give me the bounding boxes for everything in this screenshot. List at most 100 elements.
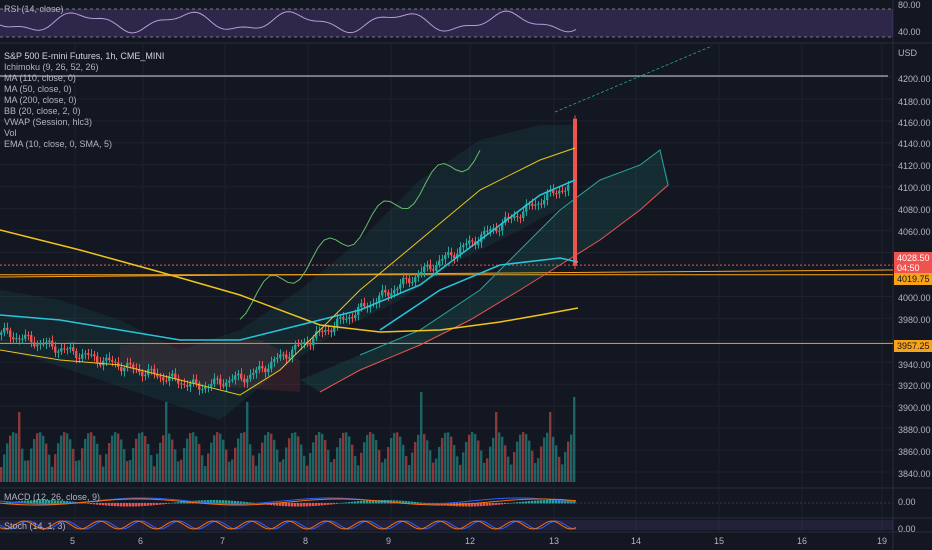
macd-histogram-bar xyxy=(534,500,537,504)
candle-body xyxy=(396,288,399,291)
candle-body xyxy=(420,272,423,275)
indicator-bb[interactable]: BB (20, close, 2, 0) xyxy=(4,106,81,116)
volume-bar xyxy=(147,443,150,482)
indicator-vwap[interactable]: VWAP (Session, hlc3) xyxy=(4,117,93,127)
candle-body xyxy=(555,193,558,195)
volume-bar xyxy=(96,443,99,482)
price-axis-4180: 4180.00 xyxy=(898,97,931,107)
candle-body xyxy=(36,344,39,347)
candle-body xyxy=(153,368,156,374)
volume-bar xyxy=(465,441,468,482)
ma-50-line xyxy=(0,147,576,396)
macd-histogram-bar xyxy=(159,503,162,505)
candle-body xyxy=(429,264,432,270)
volume-bar xyxy=(297,436,300,482)
volume-bar xyxy=(135,438,138,482)
volume-bar xyxy=(570,434,573,482)
volume-bar xyxy=(198,444,201,482)
candle-body xyxy=(87,353,90,355)
candle-body xyxy=(54,346,57,353)
candle-body xyxy=(297,344,300,346)
volume-bar xyxy=(159,442,162,482)
candle-body xyxy=(465,243,468,246)
volume-bar xyxy=(483,462,486,482)
rsi-label[interactable]: RSI (14, close) xyxy=(4,4,64,14)
volume-bar xyxy=(93,435,96,482)
macd-histogram-bar xyxy=(204,500,207,504)
macd-histogram-bar xyxy=(279,503,282,506)
macd-histogram-bar xyxy=(525,501,528,504)
candle-body xyxy=(330,330,333,332)
candle-body xyxy=(78,358,81,360)
macd-histogram-bar xyxy=(246,502,249,504)
candle-body xyxy=(258,366,261,370)
macd-label[interactable]: MACD (12, 26, close, 9) xyxy=(4,492,101,502)
macd-histogram-bar xyxy=(519,501,522,504)
stoch-label[interactable]: Stoch (14, 1, 3) xyxy=(4,521,66,531)
volume-bar xyxy=(510,464,513,482)
macd-histogram-bar xyxy=(561,500,564,504)
macd-histogram-bar xyxy=(219,500,222,504)
volume-bar xyxy=(393,432,396,482)
candle-body xyxy=(84,353,87,355)
candle-body xyxy=(15,338,18,340)
volume-bar xyxy=(105,453,108,482)
candle-body xyxy=(348,317,351,319)
candle-body xyxy=(540,203,543,205)
macd-histogram-bar xyxy=(357,501,360,504)
candle-body xyxy=(501,222,504,231)
indicator-ma-50[interactable]: MA (50, close, 0) xyxy=(4,84,72,94)
candle-body xyxy=(411,282,414,284)
volume-bar xyxy=(171,439,174,482)
indicator-vol[interactable]: Vol xyxy=(4,128,17,138)
macd-histogram-bar xyxy=(81,502,84,504)
macd-histogram-bar xyxy=(555,500,558,504)
candle-body xyxy=(309,344,312,346)
macd-histogram-bar xyxy=(480,503,483,507)
candle-body xyxy=(123,367,126,372)
indicator-ema[interactable]: EMA (10, close, 0, SMA, 5) xyxy=(4,139,113,149)
candle-body xyxy=(111,360,114,362)
symbol-title[interactable]: S&P 500 E-mini Futures, 1h, CME_MINI xyxy=(4,51,165,61)
macd-histogram-bar xyxy=(549,500,552,504)
macd-histogram-bar xyxy=(123,503,126,507)
candle-body xyxy=(177,378,180,384)
volume-bar xyxy=(273,439,276,482)
volume-bar xyxy=(15,433,18,482)
macd-histogram-bar xyxy=(222,500,225,504)
candle-body xyxy=(156,373,159,377)
macd-histogram-bar xyxy=(486,503,489,506)
volume-bar xyxy=(60,435,63,482)
volume-bar xyxy=(300,444,303,482)
indicator-ma-110[interactable]: MA (110, close, 0) xyxy=(4,73,76,83)
candle-body xyxy=(204,386,207,390)
candle-body xyxy=(51,340,54,347)
indicator-ma-200[interactable]: MA (200, close, 0) xyxy=(4,95,77,105)
volume-bar xyxy=(525,434,528,482)
volume-bar xyxy=(177,461,180,482)
volume-bar xyxy=(192,432,195,482)
volume-bar xyxy=(249,444,252,482)
macd-histogram-bar xyxy=(375,500,378,504)
candle-body xyxy=(192,379,195,384)
macd-histogram-bar xyxy=(303,503,306,507)
candle-body xyxy=(486,230,489,232)
volume-bar xyxy=(270,433,273,482)
stoch-band xyxy=(0,520,893,530)
volume-bar xyxy=(141,432,144,482)
volume-bar xyxy=(291,432,294,482)
volume-bar xyxy=(234,447,237,482)
stoch-d xyxy=(0,520,577,530)
volume-bar xyxy=(513,452,516,482)
macd-histogram-bar xyxy=(237,501,240,504)
volume-bar xyxy=(63,432,66,482)
candle-body xyxy=(417,274,420,278)
level-tag-4019: 4019.75 xyxy=(894,273,932,285)
price-axis-4060: 4060.00 xyxy=(898,227,931,237)
indicator-ichimoku[interactable]: Ichimoku (9, 26, 52, 26) xyxy=(4,62,99,72)
volume-bar xyxy=(216,432,219,482)
volume-bar xyxy=(90,432,93,482)
candle-body xyxy=(345,318,348,320)
volume-bar xyxy=(324,440,327,482)
